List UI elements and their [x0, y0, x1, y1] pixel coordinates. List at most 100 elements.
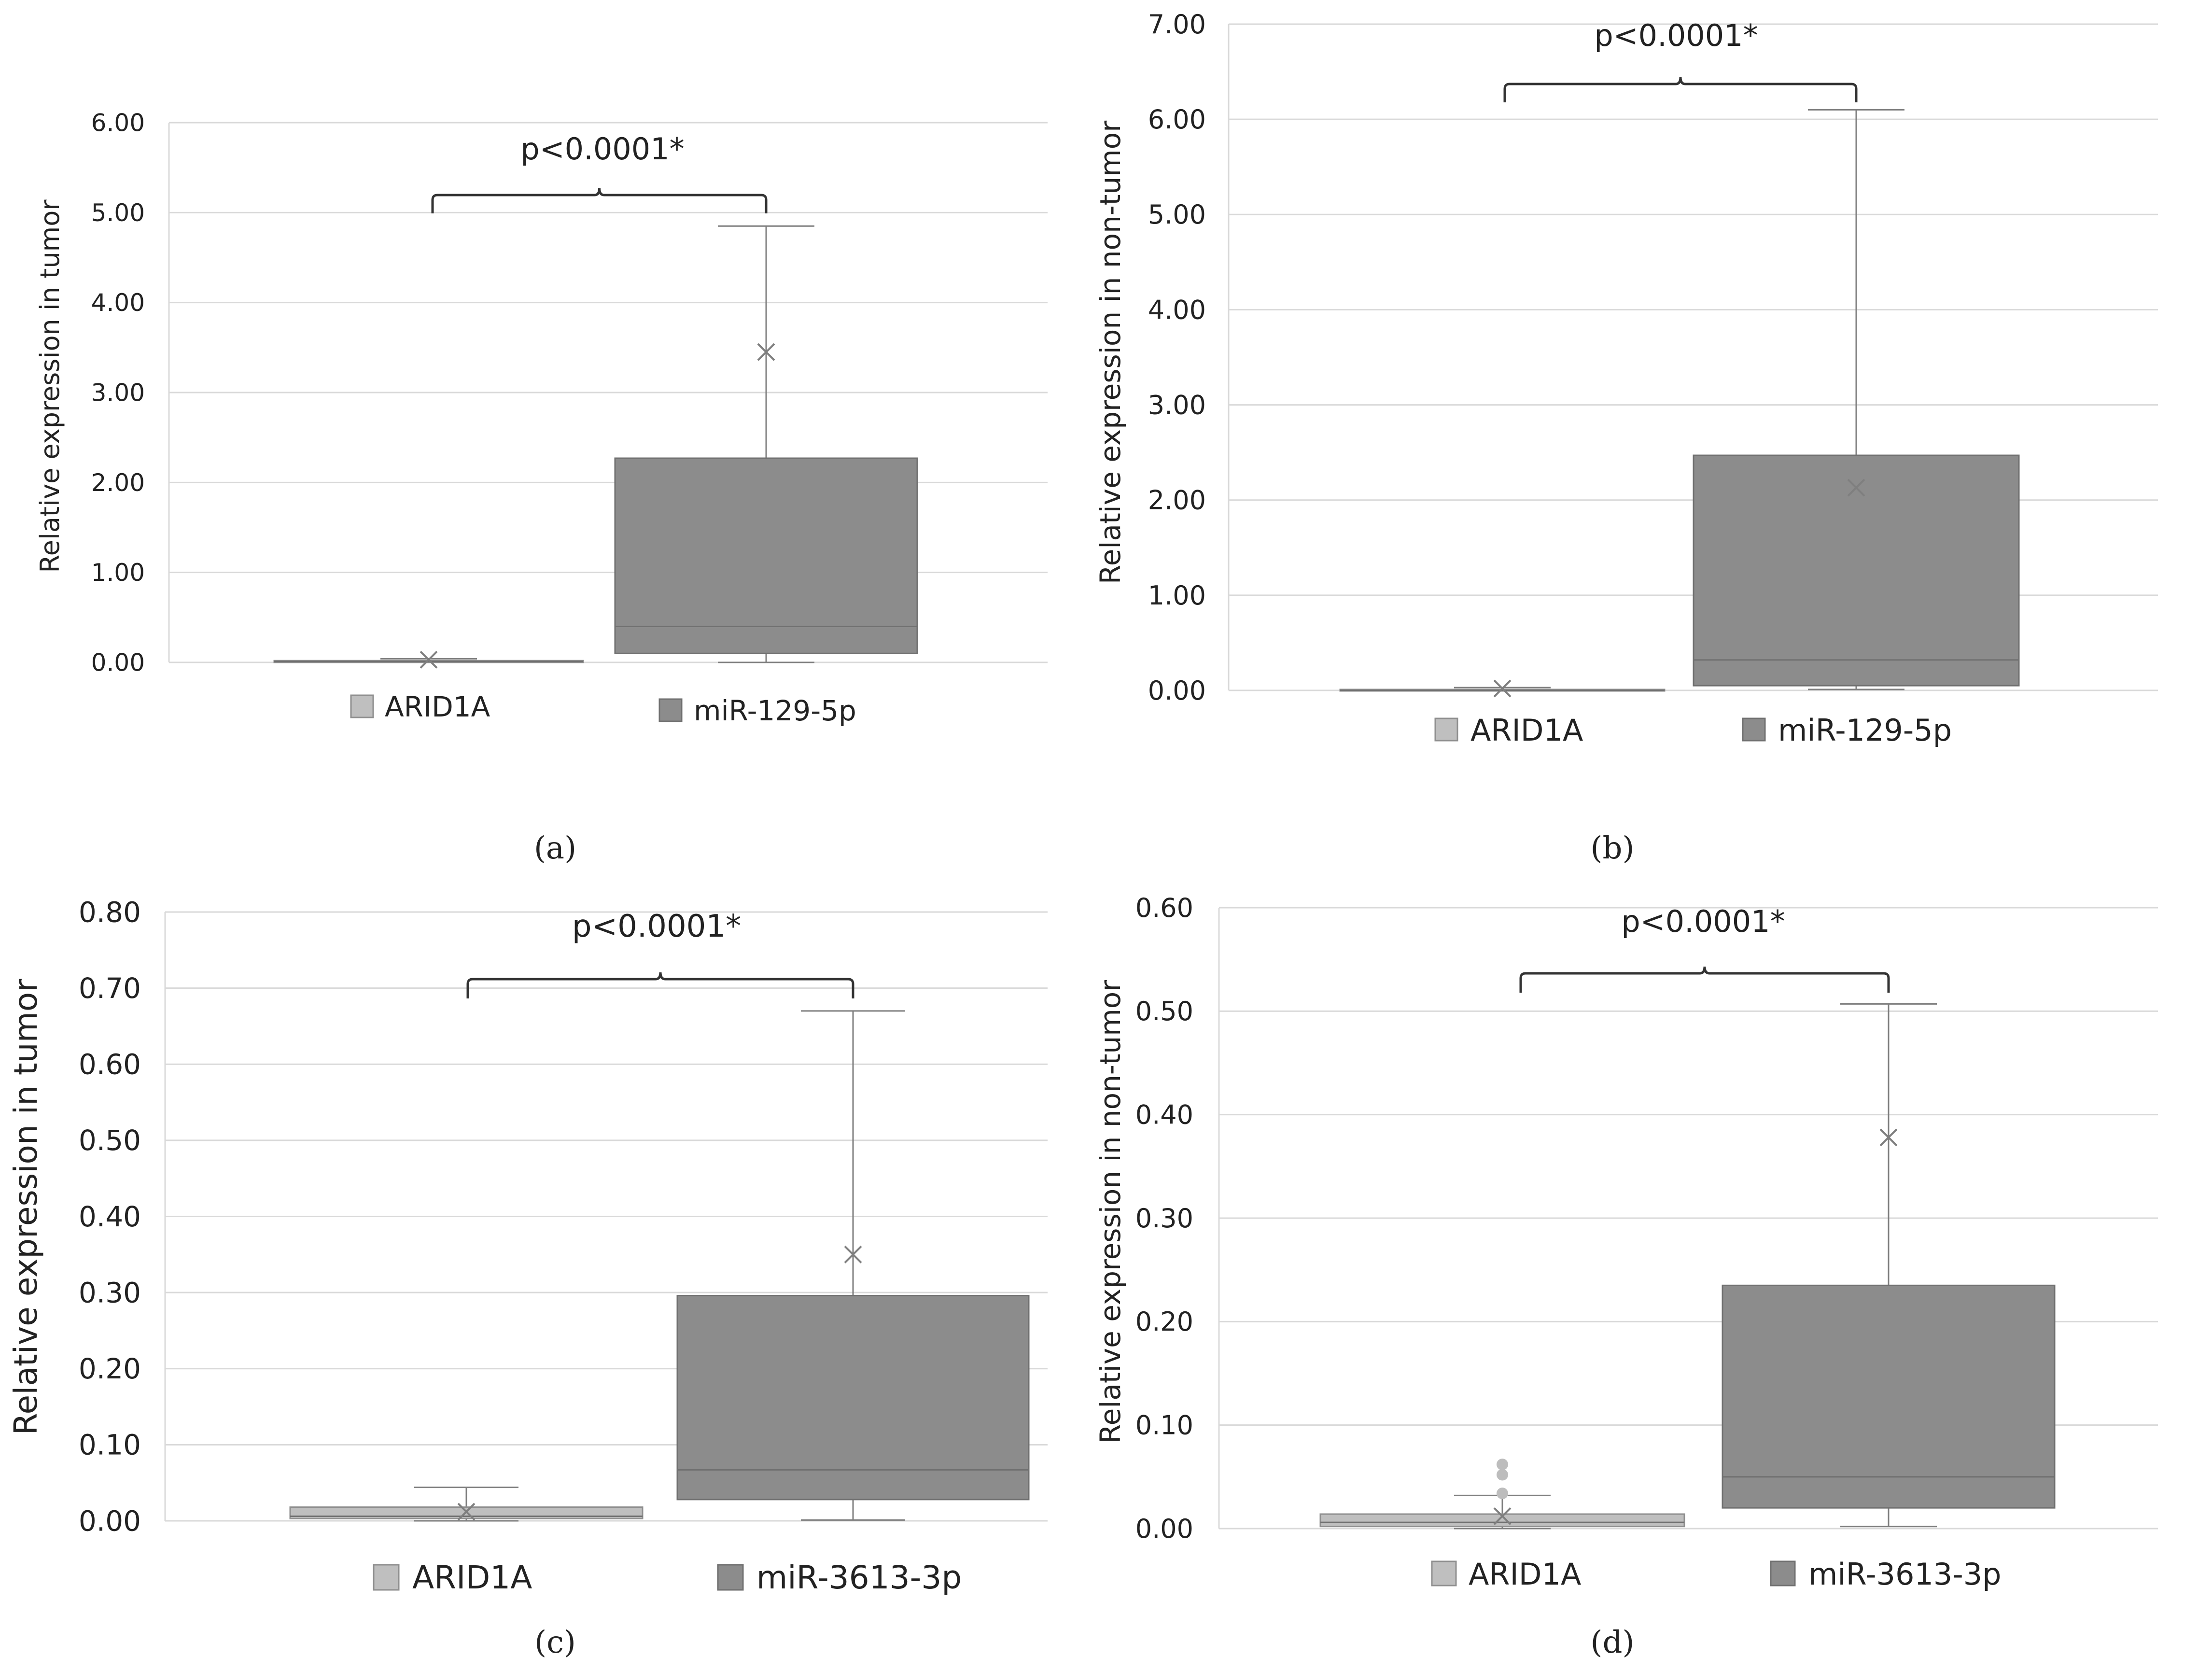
panel-d-legend-swatch-mir — [1770, 1560, 1796, 1587]
panel-d-caption: (d) — [1591, 1625, 1635, 1660]
panel-d-plot-area: 0.00 0.10 0.20 0.30 0.40 0.50 0.60 — [1135, 893, 2158, 1544]
panel-d-significance-bracket — [1519, 966, 1890, 993]
panel-b-ytick-label: 4.00 — [1148, 295, 1206, 325]
panel-a-legend-swatch-arid1a — [350, 694, 374, 718]
panel-d-arid1a-box — [1319, 1513, 1685, 1528]
panel-d-ytick-label: 0.10 — [1135, 1410, 1193, 1441]
panel-c-ytick-label: 0.60 — [79, 1048, 141, 1081]
panel-b-ytick-label: 0.00 — [1148, 675, 1206, 706]
panel-b: 0.00 1.00 2.00 3.00 4.00 5.00 6.00 7.00 Relativ… — [1094, 9, 2158, 866]
panel-b-legend-swatch-arid1a — [1434, 717, 1458, 742]
panel-c-legend-swatch-mir — [717, 1564, 744, 1591]
panel-c-legend-swatch-arid1a — [373, 1564, 400, 1591]
panel-a-mir-mean-marker — [757, 343, 775, 361]
panel-b-arid1a-mean-marker-stroke — [1493, 679, 1512, 698]
panel-b-ytick-label: 7.00 — [1148, 9, 1206, 40]
panel-d-annotation: p<0.0001* — [1621, 904, 1785, 939]
panel-d-arid1a-mean-marker-stroke — [1493, 1507, 1512, 1525]
panel-a-ytick-label: 1.00 — [91, 559, 145, 587]
panel-c-ytick-label: 0.80 — [79, 896, 141, 928]
panel-c-mir-mean-marker-stroke — [844, 1245, 862, 1264]
panel-c-ytick-label: 0.30 — [79, 1276, 141, 1309]
panel-a-caption: (a) — [534, 830, 576, 866]
panel-a-mir-box — [614, 457, 918, 654]
panel-c-ytick-label: 0.20 — [79, 1352, 141, 1385]
panel-c-ytick-label: 0.10 — [79, 1429, 141, 1461]
panel-b-legend-label-arid1a: ARID1A — [1470, 713, 1583, 748]
panel-d-ytick-label: 0.40 — [1135, 1100, 1193, 1130]
panel-b-ytick-label: 6.00 — [1148, 104, 1206, 135]
panel-b-plot-area: 0.00 1.00 2.00 3.00 4.00 5.00 6.00 7.00 — [1148, 9, 2158, 706]
panel-a-ylabel: Relative expression in tumor — [35, 199, 65, 573]
panel-b-arid1a-mean-marker — [1493, 679, 1512, 698]
panel-a-ytick-label: 6.00 — [91, 109, 145, 137]
panel-a-legend-label-arid1a: ARID1A — [385, 690, 490, 723]
panel-d-ytick-label: 0.30 — [1135, 1203, 1193, 1234]
panel-b-legend-swatch-mir — [1742, 717, 1766, 742]
panel-b-caption: (b) — [1591, 830, 1635, 866]
panel-d-mir-box — [1722, 1284, 2056, 1509]
panel-d-legend-swatch-arid1a — [1431, 1560, 1457, 1587]
panel-a-significance-bracket — [431, 188, 768, 213]
panel-d-arid1a-mean-marker — [1493, 1507, 1512, 1525]
panel-c-legend-label-arid1a: ARID1A — [412, 1559, 532, 1596]
panel-d-arid1a-outlier — [1497, 1488, 1508, 1500]
panel-d-legend-label-mir: miR-3613-3p — [1808, 1557, 2002, 1592]
panel-b-legend-label-mir: miR-129-5p — [1778, 713, 1952, 748]
panel-c-legend: ARID1A miR-3613-3p — [373, 1559, 962, 1596]
panel-c: 0.00 0.10 0.20 0.30 0.40 0.50 0.60 0.70 0.80 Rel… — [7, 896, 1048, 1660]
panel-c-mir-box — [676, 1294, 1030, 1501]
panel-b-ytick-label: 1.00 — [1148, 580, 1206, 611]
panel-c-ytick-label: 0.50 — [79, 1124, 141, 1157]
panel-d-arid1a-outlier — [1497, 1469, 1508, 1481]
panel-b-mir-mean-marker — [1847, 478, 1865, 497]
panel-b-mir-box — [1693, 454, 2020, 687]
panel-c-caption: (c) — [534, 1625, 576, 1660]
panel-c-ytick-label: 0.40 — [79, 1200, 141, 1233]
panel-c-arid1a-mean-marker-stroke — [457, 1502, 476, 1521]
panel-c-legend-label-mir: miR-3613-3p — [756, 1559, 962, 1596]
panel-a: 0.00 1.00 2.00 3.00 4.00 5.00 6.00 Relative ex… — [35, 109, 1048, 866]
panel-b-significance-bracket — [1503, 77, 1858, 102]
panel-c-annotation: p<0.0001* — [572, 909, 741, 944]
panel-d-legend-label-arid1a: ARID1A — [1469, 1557, 1581, 1592]
panel-a-legend-swatch-mir — [658, 698, 683, 722]
panel-b-annotation: p<0.0001* — [1594, 18, 1758, 53]
panel-c-ylabel: Relative expression in tumor — [7, 979, 44, 1435]
panel-a-ytick-label: 3.00 — [91, 379, 145, 407]
panel-a-legend-label-mir: miR-129-5p — [694, 694, 856, 727]
panel-a-plot-area: 0.00 1.00 2.00 3.00 4.00 5.00 6.00 — [91, 109, 1048, 677]
panel-a-legend: ARID1A miR-129-5p — [350, 690, 856, 727]
panel-c-ytick-label: 0.00 — [79, 1504, 141, 1537]
panel-d-mir-mean-marker-stroke — [1879, 1128, 1898, 1147]
panel-b-ytick-label: 5.00 — [1148, 199, 1206, 230]
panel-d-legend: ARID1A miR-3613-3p — [1431, 1557, 2002, 1592]
panel-a-ytick-label: 4.00 — [91, 289, 145, 317]
panel-b-ylabel: Relative expression in non-tumor — [1094, 121, 1127, 584]
panel-d-ytick-label: 0.00 — [1135, 1514, 1193, 1544]
panel-d-ytick-label: 0.50 — [1135, 996, 1193, 1026]
panel-d: 0.00 0.10 0.20 0.30 0.40 0.50 0.60 Relative ex… — [1094, 893, 2158, 1660]
panel-b-legend: ARID1A miR-129-5p — [1434, 713, 1952, 748]
panel-d-ytick-label: 0.60 — [1135, 893, 1193, 923]
panel-b-ytick-label: 2.00 — [1148, 485, 1206, 516]
panel-c-arid1a-mean-marker — [457, 1502, 476, 1521]
panel-b-mir-mean-marker-stroke — [1847, 478, 1865, 497]
panel-a-mir-mean-marker-stroke — [757, 343, 775, 361]
panel-c-significance-bracket — [466, 972, 854, 998]
panel-a-arid1a-mean-marker — [420, 650, 438, 669]
panel-c-plot-area: 0.00 0.10 0.20 0.30 0.40 0.50 0.60 0.70 0.80 — [79, 896, 1048, 1537]
panel-a-ytick-label: 0.00 — [91, 649, 145, 677]
panel-a-ytick-label: 2.00 — [91, 469, 145, 497]
panel-c-mir-mean-marker — [844, 1245, 862, 1264]
panel-a-annotation: p<0.0001* — [520, 131, 684, 167]
panel-d-arid1a-outlier — [1497, 1459, 1508, 1471]
panel-b-ytick-label: 3.00 — [1148, 390, 1206, 420]
panel-a-ytick-label: 5.00 — [91, 199, 145, 227]
panel-a-arid1a-mean-marker-stroke — [420, 650, 438, 669]
panel-d-ytick-label: 0.20 — [1135, 1306, 1193, 1337]
panel-c-ytick-label: 0.70 — [79, 972, 141, 1005]
panel-d-mir-mean-marker — [1879, 1128, 1898, 1147]
panel-d-ylabel: Relative expression in non-tumor — [1094, 980, 1127, 1444]
